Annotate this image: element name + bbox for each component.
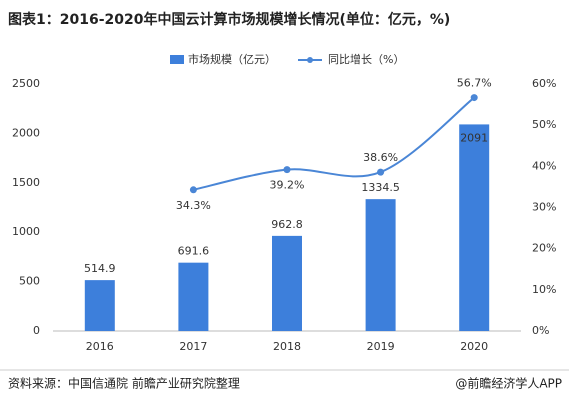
y2-tick-label: 50% xyxy=(532,118,556,131)
line-point xyxy=(283,166,291,174)
line-value-label: 38.6% xyxy=(363,151,398,164)
line-value-label: 56.7% xyxy=(457,77,492,90)
source: 资料来源：中国信通院 前瞻产业研究院整理 xyxy=(8,376,240,391)
bar-value-label: 514.9 xyxy=(84,262,116,275)
x-tick-label: 2018 xyxy=(273,340,301,353)
credit: @前瞻经济学人APP xyxy=(455,376,562,391)
line-point xyxy=(377,168,385,176)
legend-label: 市场规模（亿元） xyxy=(188,52,276,66)
y2-tick-label: 10% xyxy=(532,283,556,296)
bar xyxy=(365,199,396,331)
legend-label: 同比增长（%） xyxy=(328,52,404,66)
y-tick-label: 0 xyxy=(33,324,40,337)
y-tick-label: 1500 xyxy=(12,176,40,189)
bar xyxy=(272,235,302,331)
line-value-label: 39.2% xyxy=(270,179,305,192)
bar-value-label: 962.8 xyxy=(271,218,303,231)
y2-tick-label: 60% xyxy=(532,77,556,90)
bar xyxy=(459,124,490,331)
y2-tick-label: 0% xyxy=(532,324,549,337)
x-tick-label: 2020 xyxy=(460,340,488,353)
y2-tick-label: 20% xyxy=(532,242,556,255)
bar-value-label: 2091 xyxy=(460,131,488,144)
chart-title: 图表1：2016-2020年中国云计算市场规模增长情况(单位：亿元，%) xyxy=(8,11,450,28)
bar xyxy=(178,262,209,331)
y2-tick-label: 30% xyxy=(532,201,556,214)
line-value-label: 34.3% xyxy=(176,199,211,212)
bar xyxy=(84,280,115,331)
line-point xyxy=(189,186,197,194)
bar-value-label: 691.6 xyxy=(178,245,210,258)
x-tick-label: 2016 xyxy=(86,340,114,353)
bar-value-label: 1334.5 xyxy=(361,181,400,194)
legend-swatch xyxy=(170,55,184,64)
y-tick-label: 2500 xyxy=(12,77,40,90)
x-tick-label: 2019 xyxy=(367,340,395,353)
x-tick-label: 2017 xyxy=(179,340,207,353)
legend-swatch xyxy=(307,57,313,63)
line-point xyxy=(470,94,478,102)
y2-tick-label: 40% xyxy=(532,159,556,172)
y-tick-label: 2000 xyxy=(12,126,40,139)
y-tick-label: 500 xyxy=(19,275,40,288)
y-tick-label: 1000 xyxy=(12,225,40,238)
line xyxy=(193,96,475,191)
